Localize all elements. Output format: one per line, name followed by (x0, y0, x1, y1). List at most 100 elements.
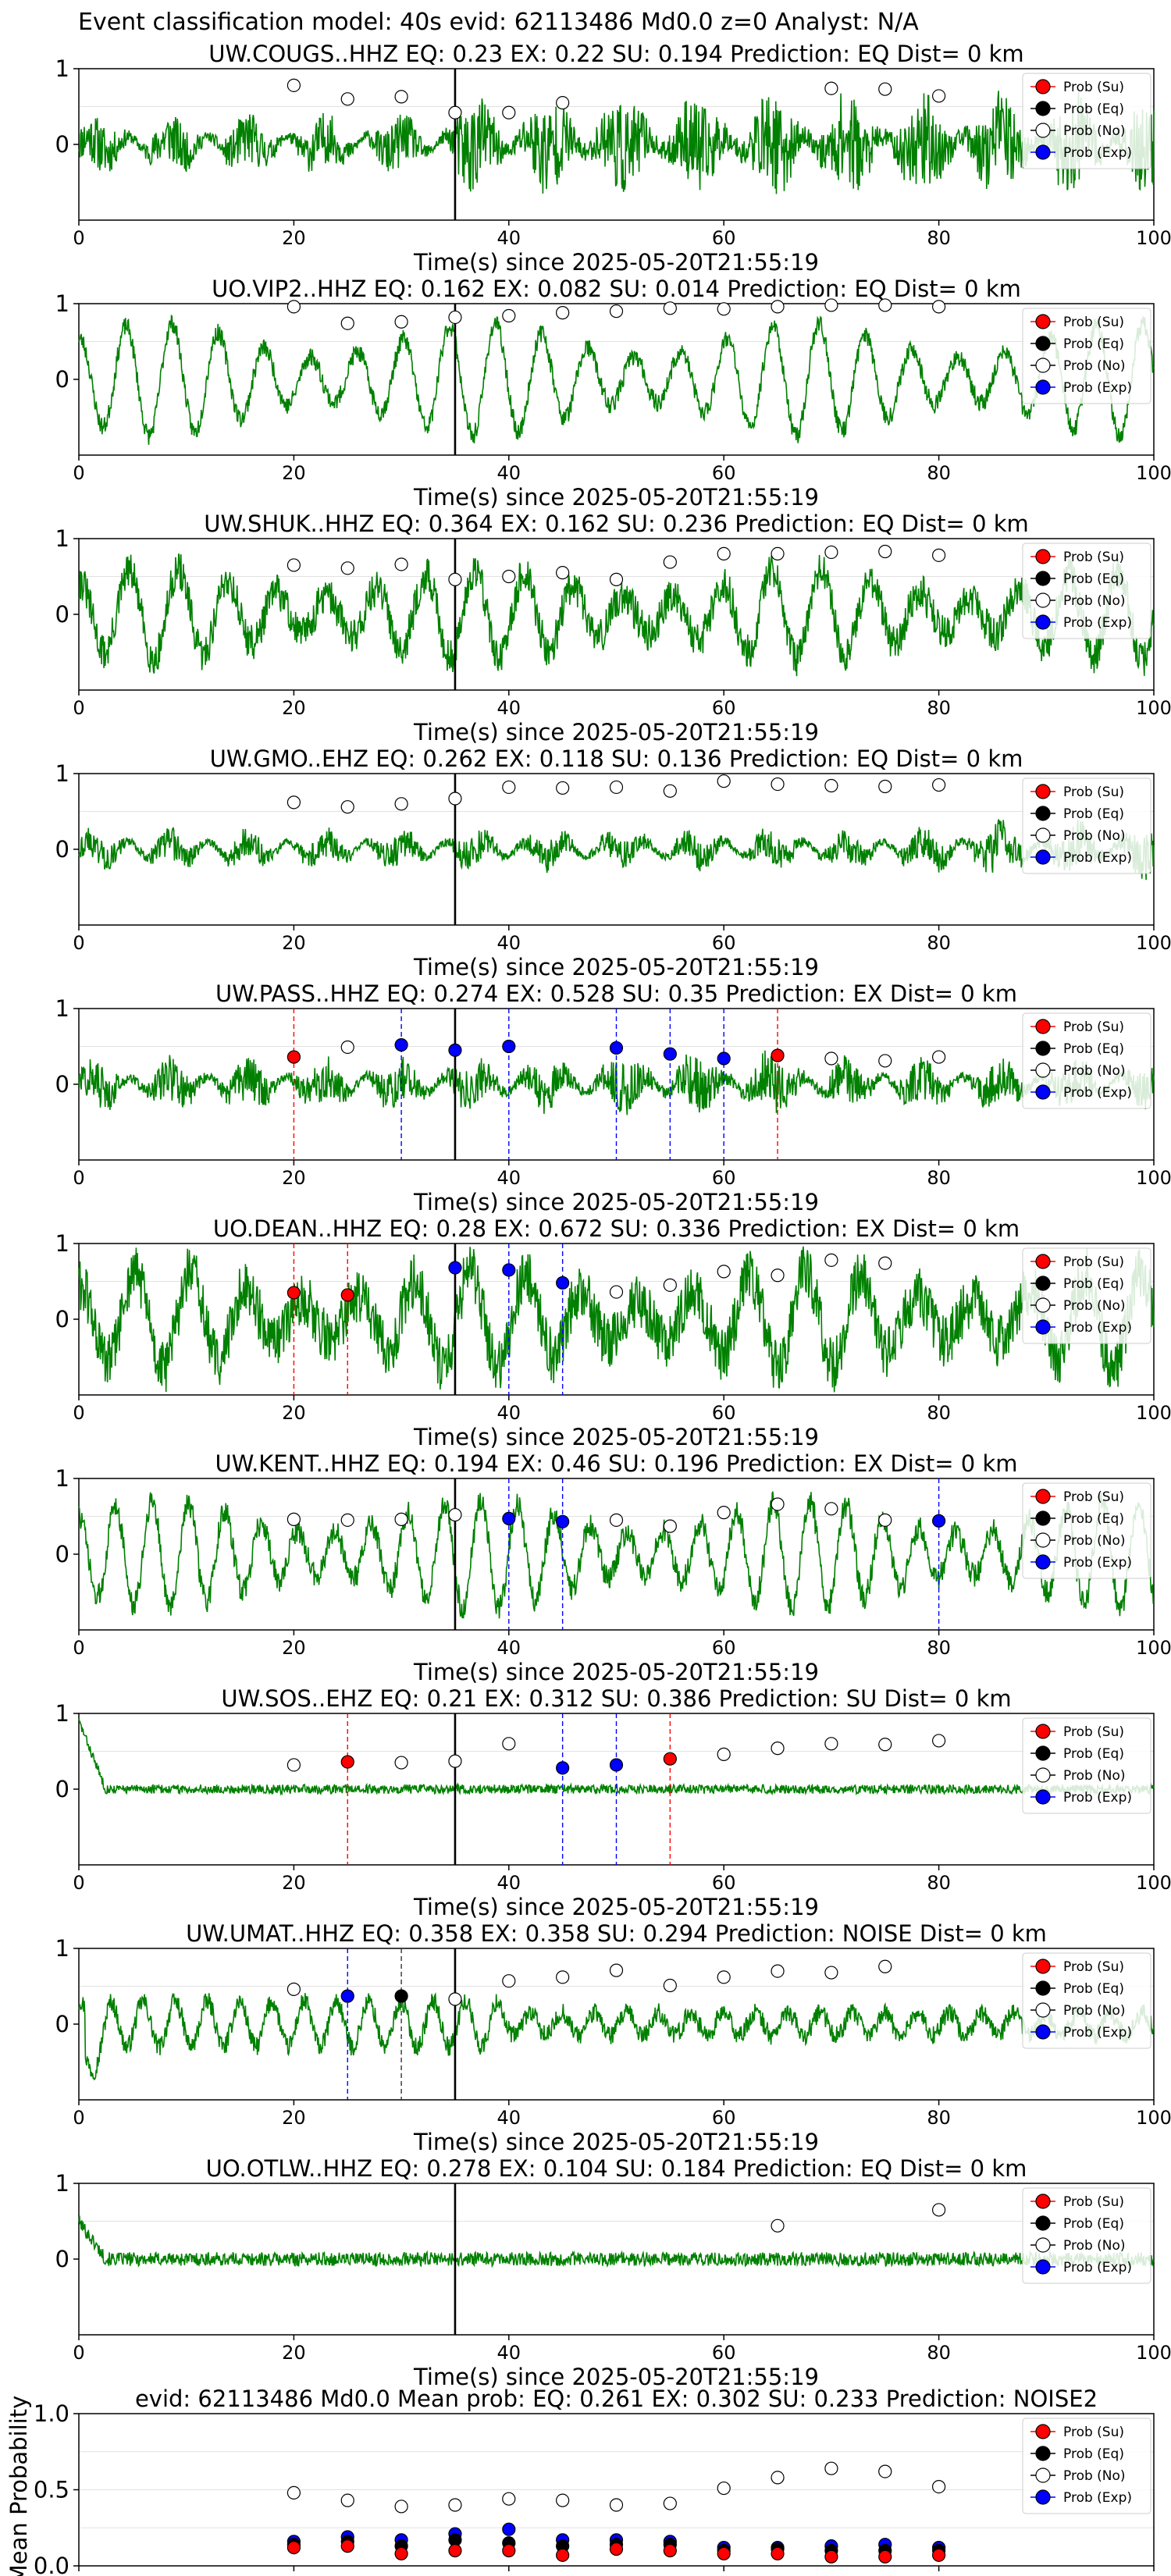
prob-marker (556, 1514, 570, 1528)
x-tick-label: 100 (1136, 1402, 1171, 1424)
legend-label: Prob (Exp) (1063, 850, 1132, 866)
x-tick-label: 0 (73, 2342, 84, 2364)
legend-marker (1035, 1084, 1051, 1100)
prob-marker (824, 1502, 838, 1516)
mean-prob-marker (663, 2543, 677, 2558)
prob-marker (931, 777, 946, 792)
mean-prob-marker (771, 2546, 785, 2560)
x-tick-label: 80 (927, 2573, 951, 2576)
prob-marker (609, 304, 624, 318)
prob-marker (771, 2218, 785, 2233)
x-tick-label: 20 (282, 1872, 306, 1894)
legend-label: Prob (Eq) (1063, 101, 1124, 117)
prob-marker (448, 1261, 462, 1275)
x-tick-label: 40 (497, 2342, 521, 2364)
waveform-trace (78, 1246, 1155, 1393)
legend-marker (1035, 1767, 1051, 1783)
panel-title: UW.COUGS..HHZ EQ: 0.23 EX: 0.22 SU: 0.19… (208, 41, 1023, 67)
station-panel: 0 20 40 60 80 100 0 1 UO.OTLW..HHZ EQ: 0.278 EX:… (55, 2155, 1171, 2390)
station-panel: 0 20 40 60 80 100 0 1 UW.SOS..EHZ EQ: 0.21 EX: 0… (55, 1685, 1171, 1920)
legend-marker (1035, 2215, 1051, 2231)
station-panel: 0 20 40 60 80 100 0 1 UW.UMAT..HHZ EQ: 0.358 EX:… (55, 1920, 1171, 2155)
x-tick-label: 60 (712, 1402, 736, 1424)
prob-marker (878, 779, 892, 794)
y-tick-label: 0 (55, 1776, 69, 1802)
prob-marker (340, 1513, 354, 1527)
prob-marker (448, 1992, 462, 2006)
prob-marker (878, 544, 892, 559)
legend-box (1022, 777, 1151, 874)
legend-marker (1035, 1062, 1051, 1078)
prob-marker (878, 1256, 892, 1270)
prob-marker (502, 1263, 516, 1277)
x-tick-label: 40 (497, 1402, 521, 1424)
prob-marker (771, 1742, 785, 1756)
x-tick-label: 80 (927, 932, 951, 954)
prob-marker (287, 1286, 301, 1300)
legend-label: Prob (Eq) (1063, 1041, 1124, 1057)
y-tick-label: 0 (55, 2011, 69, 2037)
x-tick-label: 40 (497, 932, 521, 954)
x-axis-label: Time(s) since 2025-05-20T21:55:19 (413, 1189, 819, 1215)
panel-title: UW.GMO..EHZ EQ: 0.262 EX: 0.118 SU: 0.13… (210, 745, 1023, 772)
y-tick-label: 0 (55, 836, 69, 863)
legend-marker (1035, 549, 1051, 564)
prob-marker (394, 1989, 408, 2003)
legend-label: Prob (Su) (1063, 1724, 1124, 1740)
legend-label: Prob (Eq) (1063, 1981, 1124, 1997)
prob-marker (394, 1512, 408, 1526)
prob-marker (931, 548, 946, 562)
legend-label: Prob (Su) (1063, 315, 1124, 330)
prob-marker (340, 316, 354, 330)
x-tick-label: 0 (73, 2573, 84, 2576)
legend-marker (1035, 336, 1051, 351)
prob-marker (502, 780, 516, 795)
x-tick-label: 60 (712, 2573, 736, 2576)
prob-marker (502, 1039, 516, 1054)
x-tick-label: 60 (712, 932, 736, 954)
legend-marker (1035, 2194, 1051, 2209)
prob-marker (448, 105, 462, 119)
legend-marker (1035, 379, 1051, 395)
station-panel: 0 20 40 60 80 100 0 1 UW.PASS..HHZ EQ: 0.274 EX:… (55, 980, 1171, 1215)
prob-marker (609, 1513, 624, 1527)
legend-label: Prob (Eq) (1063, 2446, 1124, 2462)
prob-marker (556, 1970, 570, 1984)
prob-marker (448, 1043, 462, 1057)
prob-marker (287, 1758, 301, 1772)
mean-prob-marker (502, 2543, 516, 2558)
legend-label: Prob (No) (1063, 2468, 1126, 2484)
x-axis-label: Time(s) since 2025-05-20T21:55:19 (413, 954, 819, 980)
legend-marker (1035, 1254, 1051, 1269)
prob-marker (340, 1989, 354, 2003)
prob-marker (717, 774, 731, 788)
prob-marker (878, 82, 892, 96)
prob-marker (824, 1051, 838, 1066)
prob-marker (878, 1959, 892, 1973)
x-tick-label: 60 (712, 1167, 736, 1189)
legend-marker (1035, 2467, 1051, 2483)
prob-marker (340, 92, 354, 106)
legend-label: Prob (Eq) (1063, 1746, 1124, 1762)
prob-marker (502, 1511, 516, 1526)
legend-label: Prob (Eq) (1063, 2216, 1124, 2232)
legend-label: Prob (No) (1063, 358, 1126, 374)
legend-marker (1035, 144, 1051, 160)
x-tick-label: 80 (927, 697, 951, 719)
prob-marker (556, 306, 570, 320)
prob-marker (448, 310, 462, 325)
prob-marker (878, 298, 892, 312)
legend-label: Prob (Eq) (1063, 1511, 1124, 1527)
prob-marker (502, 308, 516, 323)
prob-marker (824, 81, 838, 95)
legend-marker (1035, 2002, 1051, 2018)
waveform-trace (78, 819, 1155, 881)
legend-marker (1035, 827, 1051, 843)
prob-marker (663, 1278, 677, 1292)
panel-title: UO.VIP2..HHZ EQ: 0.162 EX: 0.082 SU: 0.0… (212, 276, 1021, 302)
x-tick-label: 100 (1136, 462, 1171, 484)
x-tick-label: 20 (282, 2342, 306, 2364)
prob-marker (287, 1050, 301, 1064)
panel-title: UO.DEAN..HHZ EQ: 0.28 EX: 0.672 SU: 0.33… (213, 1215, 1020, 1242)
x-tick-label: 80 (927, 1402, 951, 1424)
